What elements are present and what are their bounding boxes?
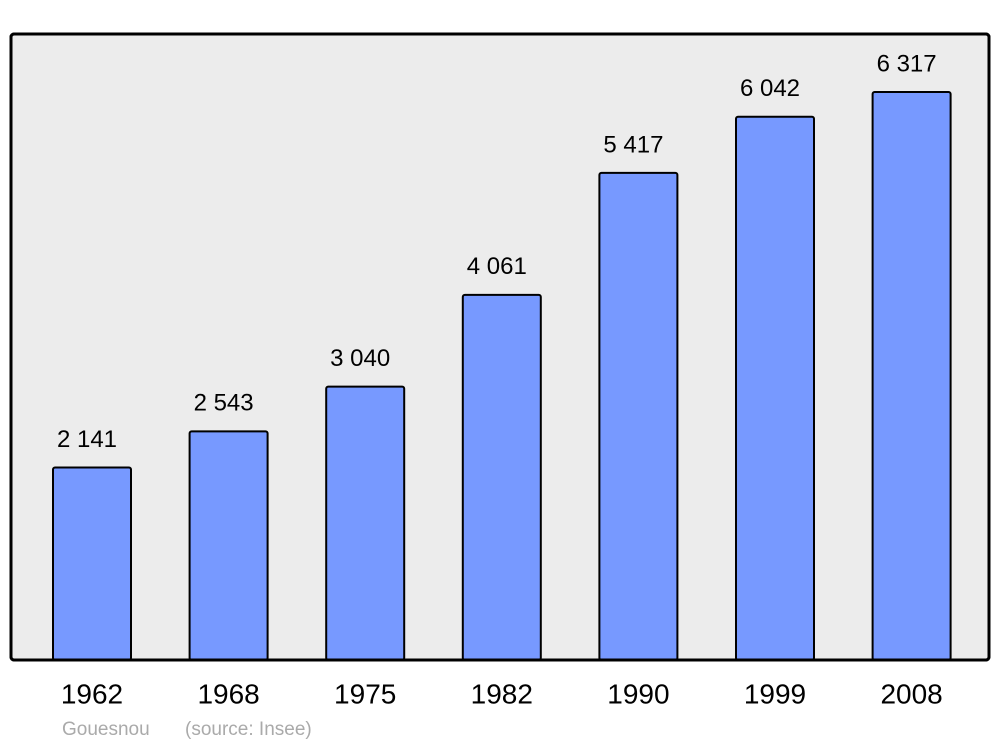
x-tick-label: 1982 xyxy=(471,678,533,709)
bar xyxy=(188,430,269,661)
x-tick-label: 1962 xyxy=(61,678,123,709)
value-label: 4 061 xyxy=(467,253,527,280)
x-tick-label: 1968 xyxy=(197,678,259,709)
bar xyxy=(871,91,952,661)
bar xyxy=(735,115,815,661)
x-tick-label: 1999 xyxy=(744,678,806,709)
value-label: 5 417 xyxy=(603,131,663,158)
footer-place: Gouesnou xyxy=(62,719,150,740)
value-label: 6 317 xyxy=(877,50,937,77)
value-label: 3 040 xyxy=(330,345,390,372)
value-label: 6 042 xyxy=(740,75,800,102)
bar xyxy=(598,171,679,661)
footer-source: (source: Insee) xyxy=(185,719,312,740)
x-tick-label: 1990 xyxy=(607,678,669,709)
x-tick-label: 2008 xyxy=(880,678,942,709)
bar xyxy=(461,293,542,661)
bar xyxy=(325,385,406,661)
value-label: 2 543 xyxy=(194,390,254,417)
x-tick-label: 1975 xyxy=(334,678,396,709)
bar xyxy=(52,466,132,661)
plot-border xyxy=(9,32,991,662)
value-label: 2 141 xyxy=(57,426,117,453)
